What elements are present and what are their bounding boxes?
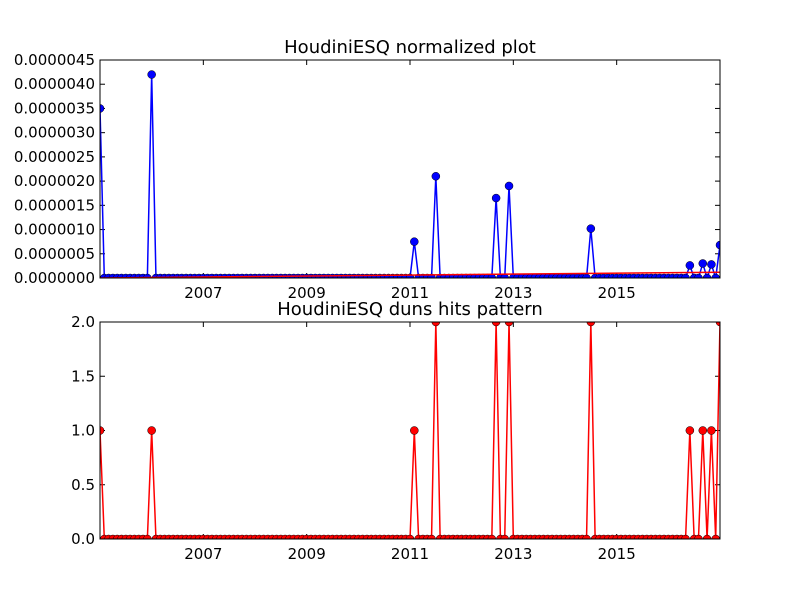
x-tick-label: 2009 xyxy=(288,284,326,302)
data-point xyxy=(410,426,419,435)
x-tick-label: 2015 xyxy=(598,284,636,302)
series-line xyxy=(100,271,720,278)
data-point xyxy=(707,426,716,435)
data-point xyxy=(582,534,591,539)
chart-title: HoudiniESQ normalized plot xyxy=(284,37,536,58)
data-point xyxy=(698,426,708,435)
data-point xyxy=(147,426,156,435)
plot-frame xyxy=(99,321,721,540)
data-point xyxy=(100,426,105,435)
data-point xyxy=(487,534,497,539)
data-point xyxy=(100,104,105,113)
data-point xyxy=(702,534,712,539)
data-point xyxy=(491,193,501,203)
y-tick-label: 0.0000000 xyxy=(14,269,95,287)
y-tick-label: 0.0000045 xyxy=(14,51,95,69)
data-point xyxy=(698,259,708,268)
data-point xyxy=(405,534,415,539)
data-point xyxy=(681,534,690,539)
y-tick-label: 0.0000035 xyxy=(14,99,95,117)
duns-hits-panel: HoudiniESQ duns hits pattern 0.0 0.5 1.0 1.… xyxy=(71,299,721,563)
data-point xyxy=(685,426,695,435)
data-point xyxy=(504,181,514,191)
x-tick-label: 2007 xyxy=(184,545,222,563)
data-point xyxy=(147,70,156,79)
data-point xyxy=(715,322,720,327)
y-tick-label: 0.0000015 xyxy=(14,196,95,214)
y-tick-label: 0.0 xyxy=(71,530,95,548)
x-tick-label: 2013 xyxy=(494,284,532,302)
y-tick-label: 1.0 xyxy=(71,422,95,440)
data-point xyxy=(702,273,712,278)
x-tick-label: 2007 xyxy=(184,284,222,302)
data-point xyxy=(500,534,509,539)
data-point xyxy=(711,534,720,539)
data-point xyxy=(143,534,152,539)
data-point xyxy=(586,322,596,327)
data-point xyxy=(586,224,596,233)
data-point xyxy=(427,534,436,539)
x-tick-label: 2011 xyxy=(391,545,429,563)
y-tick-label: 0.0000005 xyxy=(14,245,95,263)
data-point xyxy=(431,172,441,181)
normalized-plot-panel: HoudiniESQ normalized plot 0.0000000 0.00… xyxy=(14,37,721,302)
y-tick-label: 0.0000010 xyxy=(14,221,95,239)
data-point xyxy=(491,322,501,327)
x-tick-label: 2015 xyxy=(598,545,636,563)
data-point xyxy=(694,273,703,278)
chart-title: HoudiniESQ duns hits pattern xyxy=(277,299,543,320)
data-point xyxy=(711,273,720,278)
x-tick-label: 2009 xyxy=(288,545,326,563)
x-tick-label: 2013 xyxy=(494,545,532,563)
data-point xyxy=(410,237,419,246)
y-tick-label: 0.5 xyxy=(71,476,95,494)
data-point xyxy=(707,260,716,269)
y-tick-label: 0.0000040 xyxy=(14,75,95,93)
plot-frame xyxy=(99,59,721,279)
series-line xyxy=(100,74,720,278)
x-tick-label: 2011 xyxy=(391,284,429,302)
data-point xyxy=(715,240,720,250)
data-point xyxy=(431,322,441,327)
y-tick-label: 0.0000020 xyxy=(14,172,95,190)
y-tick-label: 2.0 xyxy=(71,313,95,331)
data-point xyxy=(694,534,703,539)
y-tick-label: 1.5 xyxy=(71,367,95,385)
data-point xyxy=(685,261,695,270)
y-tick-label: 0.0000025 xyxy=(14,148,95,166)
data-point xyxy=(681,273,690,278)
data-point xyxy=(504,322,514,327)
y-tick-label: 0.0000030 xyxy=(14,124,95,142)
series-line xyxy=(100,322,720,539)
